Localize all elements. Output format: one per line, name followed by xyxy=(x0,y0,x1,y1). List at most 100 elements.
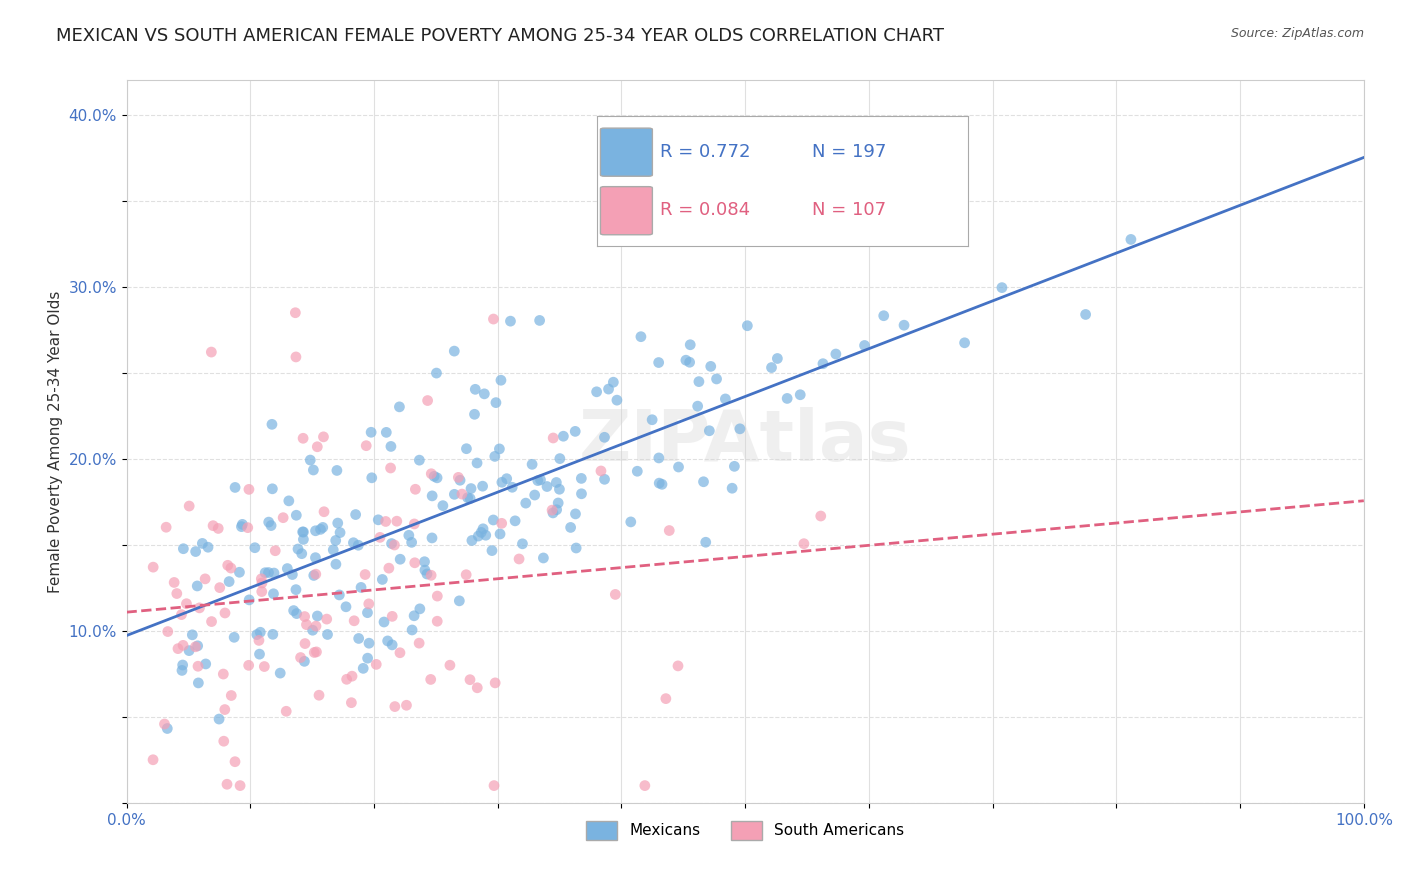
Point xyxy=(285,607,308,621)
Point xyxy=(824,347,846,361)
Point xyxy=(287,541,309,556)
Point xyxy=(416,566,439,581)
Point xyxy=(307,440,329,454)
Point xyxy=(728,422,751,436)
Point xyxy=(443,344,465,359)
Point xyxy=(873,309,896,323)
Point xyxy=(302,568,325,582)
Point xyxy=(688,375,710,389)
Point xyxy=(219,689,242,703)
Point xyxy=(142,560,165,574)
Point xyxy=(520,458,543,472)
Point xyxy=(647,355,669,369)
Point xyxy=(547,496,569,510)
Point xyxy=(197,540,219,554)
Text: MEXICAN VS SOUTH AMERICAN FEMALE POVERTY AMONG 25-34 YEAR OLDS CORRELATION CHART: MEXICAN VS SOUTH AMERICAN FEMALE POVERTY… xyxy=(56,27,945,45)
Point xyxy=(458,491,481,506)
Point xyxy=(810,509,832,524)
Point xyxy=(515,496,537,510)
Point xyxy=(761,360,783,375)
Point xyxy=(316,627,339,641)
Point xyxy=(432,499,454,513)
Point xyxy=(385,514,408,528)
Point xyxy=(299,453,322,467)
Point xyxy=(426,471,449,485)
Point xyxy=(224,630,246,644)
Point xyxy=(449,594,471,608)
Point xyxy=(163,575,186,590)
Point xyxy=(675,353,697,368)
Point xyxy=(304,524,326,538)
Point xyxy=(565,541,588,555)
Point xyxy=(340,669,363,683)
Point xyxy=(426,614,449,628)
Point xyxy=(553,429,575,443)
Point xyxy=(172,541,194,556)
Point xyxy=(793,537,815,551)
Point xyxy=(214,606,236,620)
Point xyxy=(692,475,714,489)
Point xyxy=(285,508,308,523)
Point xyxy=(484,450,506,464)
Point xyxy=(384,538,406,552)
Point xyxy=(461,533,484,548)
Point xyxy=(305,645,328,659)
Point xyxy=(413,555,436,569)
Point xyxy=(425,366,447,380)
Point xyxy=(277,494,299,508)
Point xyxy=(156,624,179,639)
Point xyxy=(354,439,377,453)
Point xyxy=(263,587,285,601)
Point xyxy=(262,482,284,496)
Point xyxy=(356,606,378,620)
Point xyxy=(231,517,253,532)
Point xyxy=(309,522,332,536)
Point xyxy=(426,589,449,603)
Point xyxy=(501,480,523,494)
Point xyxy=(404,608,426,623)
Point xyxy=(404,483,426,497)
Point xyxy=(467,529,489,543)
Point xyxy=(305,619,328,633)
Point xyxy=(305,567,328,582)
Point xyxy=(253,659,276,673)
Point xyxy=(142,753,165,767)
Point xyxy=(292,654,315,668)
Point xyxy=(420,467,443,481)
Point xyxy=(312,505,335,519)
Point xyxy=(202,518,225,533)
Point xyxy=(249,647,271,661)
Point xyxy=(598,382,620,396)
Point xyxy=(243,541,266,555)
Point xyxy=(294,609,316,624)
Point xyxy=(463,407,485,421)
Point xyxy=(360,471,382,485)
Point xyxy=(991,280,1014,294)
Point xyxy=(257,515,280,529)
Point xyxy=(721,481,744,495)
Point xyxy=(231,519,253,533)
Point xyxy=(219,561,242,575)
Point xyxy=(276,704,298,718)
Point xyxy=(491,475,513,490)
Point xyxy=(354,567,377,582)
Point xyxy=(342,535,364,549)
Point xyxy=(283,604,305,618)
Point xyxy=(284,306,307,320)
Point xyxy=(329,525,352,540)
Point xyxy=(249,625,271,640)
Y-axis label: Female Poverty Among 25-34 Year Olds: Female Poverty Among 25-34 Year Olds xyxy=(48,291,63,592)
Point xyxy=(224,755,246,769)
Point xyxy=(181,628,204,642)
Point xyxy=(401,535,423,549)
Point xyxy=(153,717,176,731)
Point xyxy=(200,345,222,359)
Point xyxy=(291,547,314,561)
Point xyxy=(170,664,193,678)
Point xyxy=(167,641,190,656)
Point xyxy=(465,681,488,695)
Point xyxy=(439,658,461,673)
Point xyxy=(564,507,586,521)
Point xyxy=(384,699,406,714)
Point xyxy=(352,661,374,675)
